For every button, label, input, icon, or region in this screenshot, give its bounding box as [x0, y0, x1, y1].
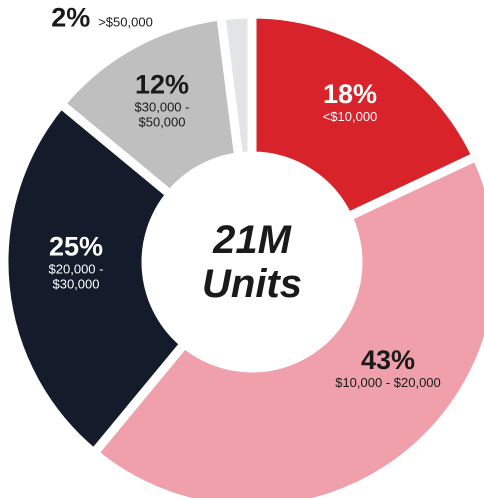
category-label: $10,000 - $20,000	[335, 375, 441, 391]
slice	[54, 10, 244, 201]
center-label: 21M Units	[202, 218, 302, 306]
slice-label: 25% $20,000 - $30,000	[37, 232, 115, 293]
category-label: $20,000 - $30,000	[48, 261, 104, 292]
slice	[247, 9, 483, 223]
slice-label: 43% $10,000 - $20,000	[288, 345, 484, 391]
category-label: <$10,000	[322, 109, 378, 125]
category-label: $30,000 - $50,000	[134, 99, 190, 130]
slice	[0, 97, 191, 460]
percent-label: 18%	[322, 79, 378, 110]
percent-label: 43%	[360, 345, 416, 376]
slice-label: 12% $30,000 - $50,000	[121, 70, 203, 131]
percent-label: 25%	[48, 231, 104, 262]
slice-label: 2% >$50,000	[51, 2, 153, 33]
category-label: >$50,000	[98, 14, 153, 30]
slice	[215, 9, 257, 162]
percent-label: 12%	[134, 69, 190, 100]
percent-label: 2%	[51, 2, 91, 33]
slice	[87, 150, 484, 498]
slice-label: 18% <$10,000	[290, 79, 410, 125]
